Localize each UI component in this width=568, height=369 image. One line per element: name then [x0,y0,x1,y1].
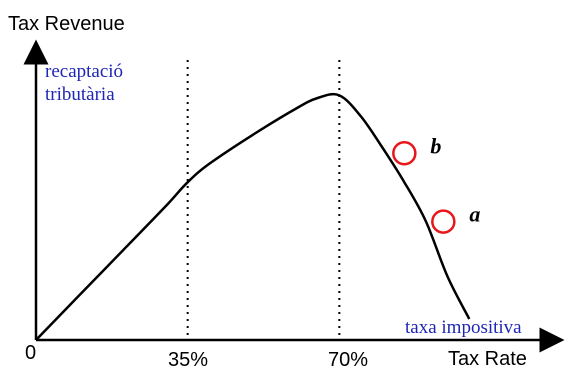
point-b-marker [392,141,417,166]
revenue-curve [35,92,471,341]
x-axis-label: Tax Rate [448,348,527,369]
secondary-y-label: recaptació tributària [45,61,128,105]
origin-label: 0 [25,342,36,364]
percentage-guide-lines [186,60,341,340]
highlight-points: ba [392,133,480,234]
point-a-label: a [469,202,480,227]
x-tick-label-70: 70% [328,349,368,369]
secondary-y-label-line-1: recaptació [45,61,123,82]
secondary-y-label-line-2: tributària [45,84,115,105]
point-b-label: b [430,133,441,158]
secondary-x-label: taxa impositiva [405,317,522,338]
point-a-marker [431,209,456,234]
x-tick-label-35: 35% [168,349,208,369]
y-axis-label: Tax Revenue [8,13,125,35]
